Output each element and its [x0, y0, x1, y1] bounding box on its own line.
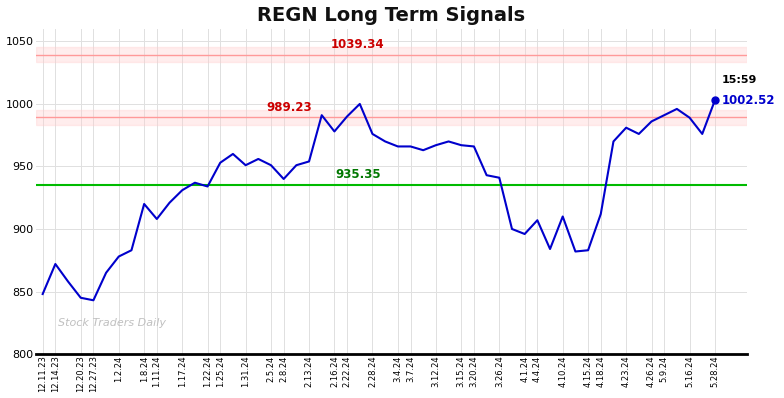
- Text: 989.23: 989.23: [267, 101, 312, 114]
- Text: 1039.34: 1039.34: [331, 38, 385, 51]
- Bar: [36, 110, 746, 125]
- Title: REGN Long Term Signals: REGN Long Term Signals: [257, 6, 525, 25]
- Text: Stock Traders Daily: Stock Traders Daily: [58, 318, 165, 328]
- Text: 15:59: 15:59: [721, 75, 757, 85]
- Text: 1002.52: 1002.52: [721, 94, 775, 107]
- Text: 935.35: 935.35: [335, 168, 380, 181]
- Bar: [36, 47, 746, 62]
